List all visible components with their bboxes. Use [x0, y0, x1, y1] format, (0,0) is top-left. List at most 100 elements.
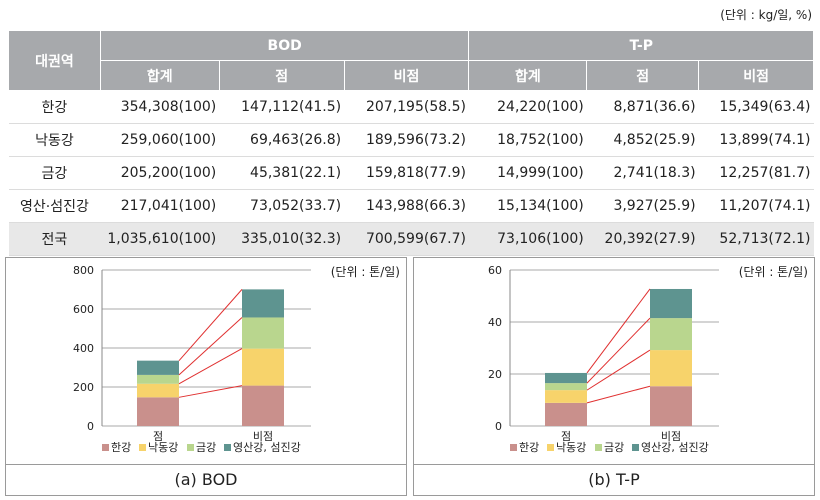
table-cell: 11,207(74.1) — [698, 189, 814, 223]
table-cell: 2,741(18.3) — [586, 156, 699, 190]
region-cell: 한강 — [8, 90, 101, 124]
table-cell: 1,035,610(100) — [100, 222, 220, 256]
connector-line — [178, 317, 243, 376]
chart-unit-label: (단위 : 톤/일) — [331, 265, 400, 279]
legend-label: 낙동강 — [148, 441, 178, 454]
y-tick-label: 400 — [73, 342, 94, 355]
legend-swatch — [595, 444, 602, 451]
table-cell: 8,871(36.6) — [586, 90, 699, 124]
group-header-bod: BOD — [99, 30, 470, 61]
bar-segment — [137, 374, 179, 384]
sub-header: 점 — [586, 60, 700, 91]
table-cell: 143,988(66.3) — [344, 189, 469, 223]
bar-segment — [242, 348, 284, 386]
table-cell: 18,752(100) — [468, 123, 587, 157]
group-header-tp: T-P — [468, 30, 814, 61]
connector-line — [178, 348, 243, 385]
table-cell: 69,463(26.8) — [219, 123, 345, 157]
legend-label: 금강 — [604, 441, 624, 454]
region-cell: 낙동강 — [8, 123, 101, 157]
x-category-label: 점 — [153, 430, 163, 443]
sub-header: 점 — [218, 60, 345, 91]
bar-segment — [137, 397, 179, 426]
table-cell: 354,308(100) — [100, 90, 220, 124]
table-cell: 259,060(100) — [100, 123, 220, 157]
bar-segment — [242, 385, 284, 426]
bar-segment — [545, 372, 587, 384]
y-tick-label: 200 — [73, 381, 94, 394]
x-category-label: 비점 — [253, 430, 273, 443]
legend-swatch — [139, 444, 146, 451]
legend-label: 영산강, 섬진강 — [641, 441, 709, 454]
connector-line — [586, 385, 651, 404]
chart-panel-tp: 0 20 40 60 (단위 : 톤/일) 점 비점 한강 낙동강 금강 영산강, 섬진강 (b) … — [413, 257, 815, 496]
table-cell: 335,010(32.3) — [219, 222, 345, 256]
table-cell: 159,818(77.9) — [344, 156, 469, 190]
legend-label: 낙동강 — [556, 441, 586, 454]
table-cell: 217,041(100) — [100, 189, 220, 223]
bar-segment — [137, 360, 179, 375]
table-cell: 189,596(73.2) — [344, 123, 469, 157]
y-tick-label: 800 — [73, 264, 94, 277]
table-cell: 14,999(100) — [468, 156, 587, 190]
sub-header: 비점 — [343, 60, 470, 91]
x-category-label: 비점 — [661, 430, 681, 443]
legend-label: 금강 — [196, 441, 216, 454]
connector-line — [178, 289, 243, 361]
legend-label: 한강 — [111, 441, 131, 454]
connector-line — [178, 385, 243, 398]
legend-swatch — [547, 444, 554, 451]
bar-segment — [545, 383, 587, 391]
table-row: 영산·섬진강 217,041(100) 73,052(33.7) 143,988… — [8, 189, 814, 223]
table-cell: 15,134(100) — [468, 189, 587, 223]
y-tick-label: 40 — [488, 316, 502, 329]
table-cell: 205,200(100) — [100, 156, 220, 190]
legend-label: 한강 — [519, 441, 539, 454]
table-cell: 73,106(100) — [468, 222, 587, 256]
table-cell: 24,220(100) — [468, 90, 587, 124]
bar-segment — [545, 402, 587, 426]
sub-header: 합계 — [468, 60, 588, 91]
bar-segment — [650, 350, 692, 387]
chart-caption: (b) T-P — [414, 464, 814, 495]
connector-line — [586, 288, 651, 374]
legend-swatch — [510, 444, 517, 451]
table-cell: 4,852(25.9) — [586, 123, 699, 157]
legend-swatch — [224, 444, 231, 451]
connector-line — [586, 317, 651, 384]
connector-line — [586, 349, 651, 391]
table-row: 한강 354,308(100) 147,112(41.5) 207,195(58… — [8, 90, 814, 124]
y-tick-label: 600 — [73, 303, 94, 316]
legend-label: 영산강, 섬진강 — [233, 441, 301, 454]
bar-segment — [650, 318, 692, 351]
table-cell: 3,927(25.9) — [586, 189, 699, 223]
y-tick-label: 0 — [87, 420, 94, 433]
x-category-label: 점 — [561, 430, 571, 443]
table-cell: 207,195(58.5) — [344, 90, 469, 124]
chart-caption: (a) BOD — [6, 464, 406, 495]
table-cell: 700,599(67.7) — [344, 222, 469, 256]
table-row: 금강 205,200(100) 45,381(22.1) 159,818(77.… — [8, 156, 814, 190]
table-row: 낙동강 259,060(100) 69,463(26.8) 189,596(73… — [8, 123, 814, 157]
legend-swatch — [102, 444, 109, 451]
bar-segment — [650, 288, 692, 319]
region-cell: 금강 — [8, 156, 101, 190]
region-header: 대권역 — [8, 30, 101, 91]
bar-segment — [242, 289, 284, 318]
sub-header: 합계 — [99, 60, 220, 91]
region-cell: 영산·섬진강 — [8, 189, 101, 223]
bar-segment — [137, 383, 179, 398]
table-row-total: 전국 1,035,610(100) 335,010(32.3) 700,599(… — [8, 222, 814, 256]
table-cell: 45,381(22.1) — [219, 156, 345, 190]
sub-header: 비점 — [698, 60, 814, 91]
table-cell: 13,899(74.1) — [698, 123, 814, 157]
legend-swatch — [632, 444, 639, 451]
y-tick-label: 20 — [488, 368, 502, 381]
bar-segment — [545, 390, 587, 403]
table-unit-label: (단위 : kg/일, %) — [720, 8, 812, 22]
bar-segment — [242, 317, 284, 349]
pollution-load-table: 대권역 BOD T-P 합계 점 비점 합계 점 비점 한강 354,308(1… — [8, 30, 814, 256]
